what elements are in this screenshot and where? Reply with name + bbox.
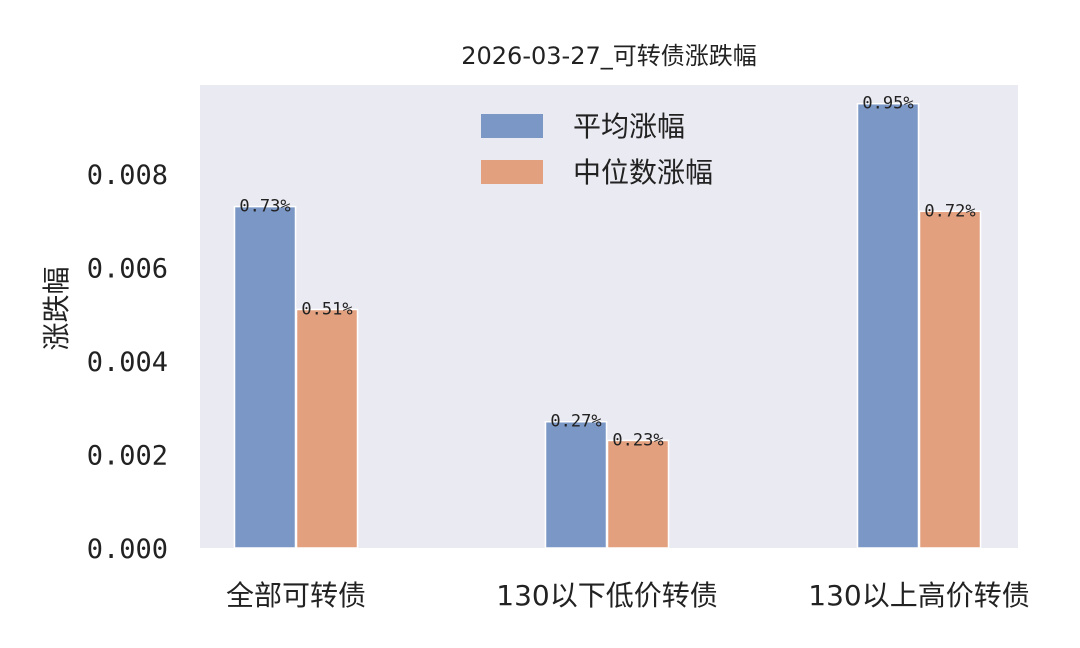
data-label: 0.73% [239, 197, 290, 217]
bar [856, 102, 920, 549]
chart-title: 2026-03-27_可转债涨跌幅 [461, 42, 756, 70]
x-axis-categories: 全部可转债 130以下低价转债 130以上高价转债 [226, 579, 1030, 612]
legend-swatch [481, 114, 543, 138]
y-tick-label: 0.006 [87, 253, 168, 284]
bar [544, 420, 608, 549]
x-tick-label: 130以下低价转债 [496, 579, 717, 612]
data-label: 0.23% [612, 430, 663, 450]
data-label: 0.27% [550, 412, 601, 432]
legend-swatch [481, 160, 543, 184]
legend-label: 中位数涨幅 [573, 156, 713, 189]
bar [233, 205, 297, 549]
y-axis-ticks: 0.000 0.002 0.004 0.006 0.008 [87, 160, 168, 565]
bar [295, 308, 359, 549]
y-tick-label: 0.000 [87, 534, 168, 565]
y-tick-label: 0.008 [87, 160, 168, 191]
y-tick-label: 0.004 [87, 347, 168, 378]
x-tick-label: 全部可转债 [226, 579, 366, 612]
data-label: 0.51% [301, 299, 352, 319]
bar [606, 439, 670, 549]
y-axis-label: 涨跌幅 [40, 266, 73, 350]
bars [233, 102, 982, 549]
y-tick-label: 0.002 [87, 440, 168, 471]
legend-label: 平均涨幅 [573, 110, 685, 143]
data-label: 0.95% [862, 94, 913, 114]
x-tick-label: 130以上高价转债 [808, 579, 1029, 612]
data-label: 0.72% [924, 201, 975, 221]
bar [918, 210, 982, 549]
data-labels: 0.73% 0.51% 0.27% 0.23% 0.95% 0.72% [239, 94, 975, 451]
